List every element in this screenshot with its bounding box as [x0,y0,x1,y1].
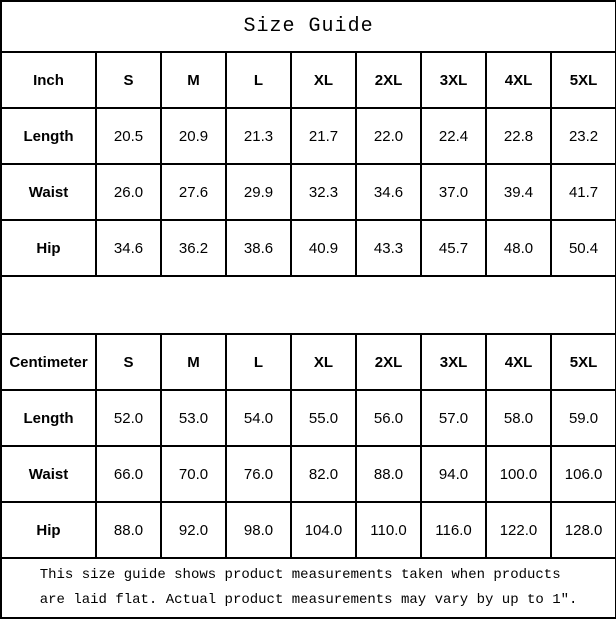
cell-value: 40.9 [290,219,357,277]
cell-value: 41.7 [549,163,616,221]
cell-value: 59.0 [549,389,616,447]
row-label: Waist [0,163,97,221]
cell-value: 39.4 [485,163,552,221]
cell-value: 98.0 [225,501,292,559]
cell-value: 48.0 [485,219,552,277]
footnote-cell: This size guide shows product measuremen… [0,557,616,619]
cm-size-col-xl: XL [290,333,357,391]
cell-value: 66.0 [95,445,162,503]
cell-value: 58.0 [485,389,552,447]
cm-length-row: Length 52.0 53.0 54.0 55.0 56.0 57.0 58.… [0,389,616,447]
cm-waist-row: Waist 66.0 70.0 76.0 82.0 88.0 94.0 100.… [0,445,616,503]
cell-value: 38.6 [225,219,292,277]
row-label: Hip [0,501,97,559]
cm-hip-row: Hip 88.0 92.0 98.0 104.0 110.0 116.0 122… [0,501,616,559]
cm-size-col-s: S [95,333,162,391]
cell-value: 23.2 [549,107,616,165]
cell-value: 54.0 [225,389,292,447]
cell-value: 128.0 [549,501,616,559]
cell-value: 34.6 [95,219,162,277]
inch-size-col-s: S [95,51,162,109]
cell-value: 76.0 [225,445,292,503]
row-label: Waist [0,445,97,503]
inch-size-col-2xl: 2XL [355,51,422,109]
cm-header-row: Centimeter S M L XL 2XL 3XL 4XL 5XL [0,333,616,391]
cm-size-col-2xl: 2XL [355,333,422,391]
cell-value: 34.6 [355,163,422,221]
cell-value: 88.0 [355,445,422,503]
cell-value: 37.0 [420,163,487,221]
cell-value: 22.4 [420,107,487,165]
inch-size-col-3xl: 3XL [420,51,487,109]
inch-size-col-m: M [160,51,227,109]
cell-value: 21.7 [290,107,357,165]
cell-value: 56.0 [355,389,422,447]
cell-value: 26.0 [95,163,162,221]
footnote-row: This size guide shows product measuremen… [0,557,616,619]
cell-value: 20.5 [95,107,162,165]
cell-value: 29.9 [225,163,292,221]
cell-value: 21.3 [225,107,292,165]
inch-size-col-l: L [225,51,292,109]
row-label: Length [0,389,97,447]
inch-length-row: Length 20.5 20.9 21.3 21.7 22.0 22.4 22.… [0,107,616,165]
inch-waist-row: Waist 26.0 27.6 29.9 32.3 34.6 37.0 39.4… [0,163,616,221]
cell-value: 50.4 [549,219,616,277]
cell-value: 45.7 [420,219,487,277]
cell-value: 32.3 [290,163,357,221]
row-label: Length [0,107,97,165]
cell-value: 52.0 [95,389,162,447]
cell-value: 100.0 [485,445,552,503]
cell-value: 70.0 [160,445,227,503]
inch-header-row: Inch S M L XL 2XL 3XL 4XL 5XL [0,51,616,109]
cell-value: 22.0 [355,107,422,165]
cell-value: 43.3 [355,219,422,277]
cell-value: 36.2 [160,219,227,277]
cell-value: 22.8 [485,107,552,165]
cell-value: 122.0 [485,501,552,559]
cell-value: 82.0 [290,445,357,503]
footnote-line-2: are laid flat. Actual product measuremen… [39,592,578,608]
cm-size-col-l: L [225,333,292,391]
cm-unit-label: Centimeter [0,333,97,391]
spacer-row [0,275,616,335]
cell-value: 53.0 [160,389,227,447]
cell-value: 92.0 [160,501,227,559]
title-row: Size Guide [0,0,616,53]
cell-value: 55.0 [290,389,357,447]
inch-unit-label: Inch [0,51,97,109]
cell-value: 27.6 [160,163,227,221]
cell-value: 116.0 [420,501,487,559]
page-title: Size Guide [0,0,616,53]
cell-value: 88.0 [95,501,162,559]
cell-value: 57.0 [420,389,487,447]
cm-size-col-4xl: 4XL [485,333,552,391]
cell-value: 94.0 [420,445,487,503]
cm-size-col-m: M [160,333,227,391]
footnote: This size guide shows product measuremen… [40,563,578,613]
inch-size-col-xl: XL [290,51,357,109]
cell-value: 104.0 [290,501,357,559]
spacer-cell [0,275,616,335]
cell-value: 110.0 [355,501,422,559]
inch-hip-row: Hip 34.6 36.2 38.6 40.9 43.3 45.7 48.0 5… [0,219,616,277]
inch-size-col-4xl: 4XL [485,51,552,109]
cell-value: 20.9 [160,107,227,165]
cell-value: 106.0 [549,445,616,503]
footnote-line-1: This size guide shows product measuremen… [39,567,561,583]
row-label: Hip [0,219,97,277]
inch-size-col-5xl: 5XL [549,51,616,109]
cm-size-col-3xl: 3XL [420,333,487,391]
cm-size-col-5xl: 5XL [549,333,616,391]
